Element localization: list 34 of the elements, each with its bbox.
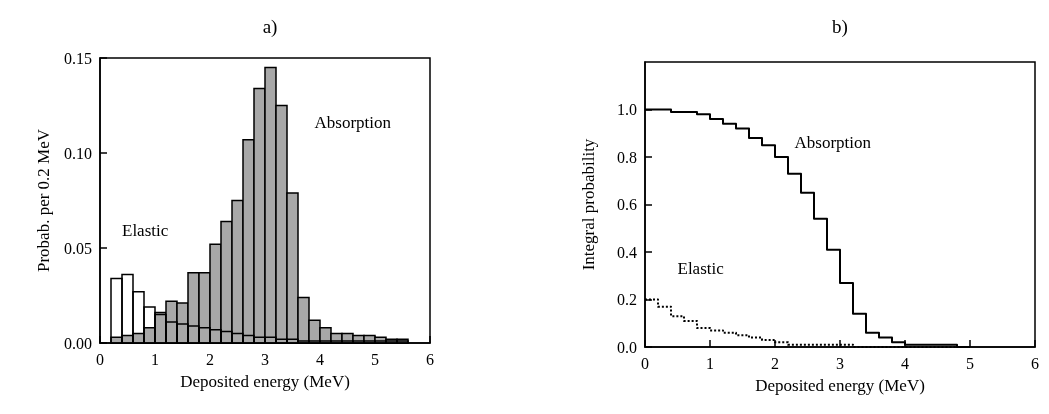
y-tick-label: 0.05 — [64, 239, 92, 257]
y-tick-label: 1.0 — [617, 101, 637, 118]
text: Elastic — [122, 220, 169, 240]
y-tick-label: 0.00 — [64, 334, 92, 352]
y-tick-label: 0.8 — [617, 148, 637, 166]
y-tick-label: 0.0 — [617, 338, 637, 356]
y-tick-label: 0.15 — [64, 49, 92, 67]
x-tick-label: 1 — [151, 350, 159, 368]
x-tick-label: 0 — [96, 350, 104, 368]
y-tick-label: 0.2 — [617, 291, 637, 308]
x-tick-label: 5 — [371, 350, 379, 368]
x-tick-label: 3 — [836, 354, 844, 372]
x-tick-label: 0 — [641, 354, 649, 372]
chart-title: a) — [262, 16, 278, 38]
x-axis-title: Deposited energy (MeV) — [755, 376, 925, 395]
y-tick-label: 0.4 — [617, 243, 637, 261]
x-tick-label: 5 — [966, 354, 974, 372]
x-tick-label: 6 — [426, 350, 434, 368]
series-label: Absorption — [794, 133, 872, 153]
x-tick-label: 1 — [706, 354, 714, 372]
y-tick-label: 0.6 — [617, 196, 637, 213]
y-axis-title: Probab. per 0.2 MeV — [34, 128, 53, 273]
chart-title: b) — [832, 16, 848, 38]
x-tick-label: 3 — [261, 350, 269, 368]
y-axis-title: Integral probability — [579, 138, 598, 271]
x-tick-label: 6 — [1031, 354, 1039, 372]
x-tick-label: 4 — [901, 354, 909, 372]
x-axis-title: Deposited energy (MeV) — [180, 372, 350, 391]
x-tick-label: 2 — [771, 354, 779, 372]
y-tick-label: 0.10 — [64, 144, 92, 162]
x-tick-label: 4 — [316, 350, 324, 368]
x-tick-label: 2 — [206, 350, 214, 368]
series-label: Absorption — [314, 113, 392, 133]
series-label: Elastic — [677, 259, 725, 279]
